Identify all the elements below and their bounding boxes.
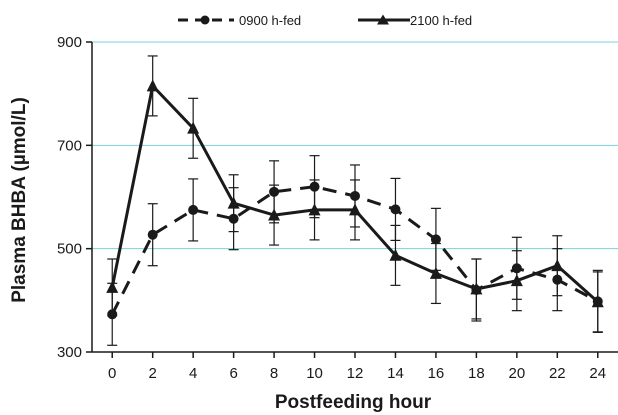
series-0900-point <box>269 186 280 197</box>
legend-marker-0900 <box>200 15 210 25</box>
series-2100-point <box>591 295 604 308</box>
x-tick-label: 8 <box>270 365 278 382</box>
legend-label-0900: 0900 h-fed <box>239 13 301 28</box>
series-0900-point <box>430 234 441 245</box>
series-2100-point <box>389 248 402 261</box>
y-tick-label: 300 <box>57 344 82 361</box>
series-2100-point <box>268 208 281 221</box>
series-2100-point <box>551 259 564 272</box>
series-0900-point <box>147 229 158 240</box>
x-tick-label: 24 <box>589 365 606 382</box>
x-tick-label: 0 <box>108 365 116 382</box>
series-0900-point <box>188 204 199 215</box>
series-2100-point <box>227 196 240 209</box>
series-0900-point <box>350 190 360 201</box>
x-tick-label: 14 <box>387 365 404 382</box>
series-2100-point <box>146 79 159 92</box>
y-tick-label: 500 <box>57 241 82 258</box>
y-tick-label: 900 <box>57 34 82 51</box>
x-tick-label: 2 <box>149 365 157 382</box>
series-0900-point <box>511 263 522 274</box>
series-2100-point <box>510 274 523 287</box>
legend-label-2100: 2100 h-fed <box>410 13 472 28</box>
series-2100-point <box>308 203 321 216</box>
series-0900-point <box>390 204 401 215</box>
series-2100-point <box>470 282 483 295</box>
series-2100-point <box>429 266 442 279</box>
series-2100-point <box>349 203 361 216</box>
x-axis-title: Postfeeding hour <box>275 392 432 413</box>
series-0900-point <box>107 309 118 320</box>
series-2100-point <box>187 121 200 134</box>
series-0900-point <box>309 181 320 192</box>
x-tick-label: 22 <box>549 365 566 382</box>
legend-item-2100: 2100 h-fed <box>358 13 472 28</box>
x-tick-label: 6 <box>229 365 237 382</box>
gridlines <box>92 41 618 250</box>
series-2100-point <box>106 280 119 293</box>
series-markers <box>106 79 604 320</box>
legend-item-0900: 0900 h-fed <box>178 13 301 28</box>
x-tick-label: 12 <box>347 365 364 382</box>
legend: 0900 h-fed 2100 h-fed <box>178 13 472 28</box>
y-axis-title: Plasma BHBA (µmol/L) <box>9 97 30 303</box>
series-0900-point <box>228 213 239 224</box>
x-tick-label: 16 <box>428 365 445 382</box>
y-tick-label: 700 <box>57 137 82 154</box>
series-0900-point <box>552 274 563 285</box>
x-tick-label: 10 <box>306 365 323 382</box>
legend-marker-2100 <box>377 14 389 25</box>
x-tick-label: 4 <box>189 365 197 382</box>
x-tick-label: 20 <box>509 365 526 382</box>
x-tick-label: 18 <box>468 365 485 382</box>
